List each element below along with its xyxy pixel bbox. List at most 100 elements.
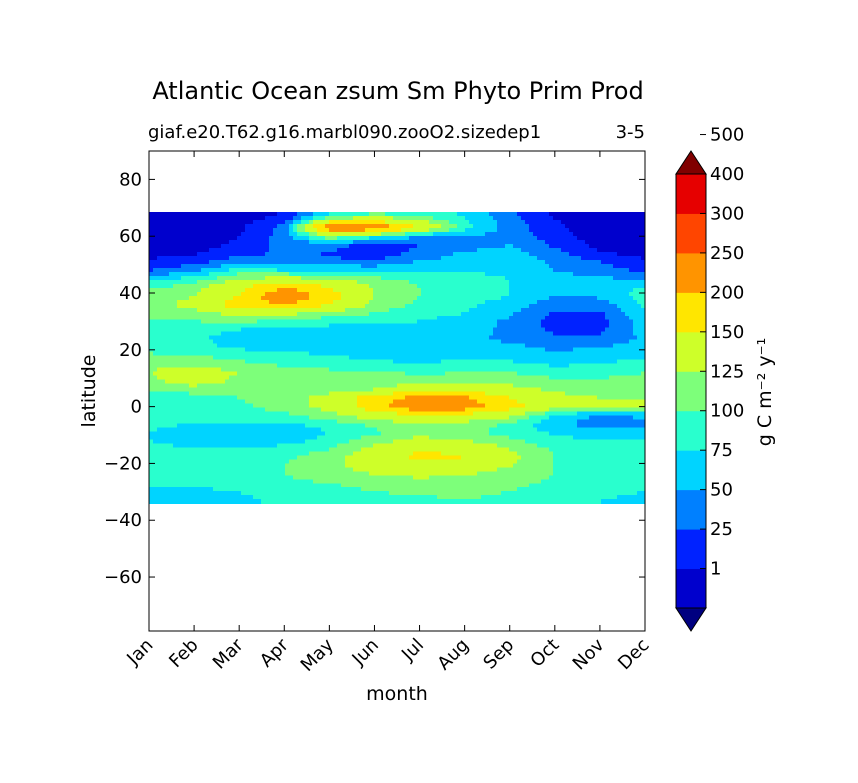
contour-cell [629,339,645,345]
contour-cell [253,283,322,289]
contour-cell [409,247,478,253]
contour-cell [309,351,645,357]
contour-cell [541,419,578,425]
contour-cell [337,411,398,417]
colorbar-tick-label: 125 [710,361,744,382]
contour-cell [417,319,498,325]
contour-cell [153,371,238,377]
contour-cell [461,455,522,460]
contour-cell [285,463,346,468]
contour-cell [221,243,270,249]
contour-cell [341,291,374,297]
contour-cell [545,347,574,353]
contour-cell [357,415,510,421]
contour-cell [369,299,414,305]
contour-cell [525,220,562,225]
contour-cell [233,295,262,301]
contour-cell [309,220,314,225]
colorbar-band [676,410,706,451]
contour-cell [345,455,410,460]
contour-cell [417,243,506,249]
contour-cell [589,415,634,421]
x-tick-label: Aug [433,635,473,675]
contour-cell [269,235,294,241]
contour-cell [545,239,586,245]
y-tick-label: −40 [104,510,142,531]
contour-cell [597,295,634,301]
contour-cell [525,403,645,409]
contour-cell [149,407,266,413]
colorbar-band [676,252,706,293]
contour-cell [197,251,266,257]
contour-cell [277,363,550,369]
contour-cell [149,291,198,297]
contour-cell [289,224,294,229]
contour-cell [261,499,602,504]
contour-cell [197,291,242,297]
chart-title: Atlantic Ocean zsum Sm Phyto Prim Prod [152,77,643,105]
contour-cell [277,287,298,293]
contour-cell [513,311,550,317]
contour-cell [337,235,370,241]
contour-cell [265,216,294,221]
contour-cell [485,403,526,409]
contour-cell [477,303,530,309]
contour-cell [293,216,302,221]
contour-cell [545,327,606,333]
contour-cell [581,255,642,261]
contour-cell [629,291,645,297]
colorbar-tick-label: 50 [710,480,733,501]
contour-cell [509,291,630,297]
contour-cell [289,411,338,417]
contour-cell [149,216,266,221]
colorbar-frame [675,173,707,609]
contour-cell [293,220,302,225]
contour-cell [405,303,478,309]
contour-cell [149,471,286,476]
contour-cell [525,411,546,417]
contour-cell [245,359,394,365]
contour-cell [313,212,330,217]
contour-cell [477,471,554,476]
contour-cell [153,351,310,357]
contour-cell [393,391,486,397]
contour-cell [501,339,630,345]
contour-cell [349,355,645,361]
contour-cell [497,224,530,229]
contour-cell [389,224,414,229]
contour-cell [149,435,318,440]
contour-cell [149,447,330,452]
contour-cell [549,311,606,317]
contour-cell [149,499,262,504]
contour-cell [465,407,510,413]
contour-cell [237,371,406,377]
colorbar-tick-label: 500 [710,125,744,146]
contour-cell [589,243,645,249]
contour-cell [353,216,394,221]
contour-cell [561,247,598,253]
contour-cell [149,351,154,357]
contour-cell [457,212,490,217]
contour-cell [329,212,370,217]
contour-cell [229,255,342,261]
contour-cell [441,359,514,365]
contour-cell [245,399,310,405]
contour-cell [245,228,274,233]
colorbar-min-extension [675,607,707,632]
contour-cell [293,235,310,241]
contour-cell [465,228,498,233]
contour-cell [577,423,645,429]
contour-cell [549,243,590,249]
contour-cell [501,295,550,301]
contour-cell [617,495,645,500]
contour-cell [493,216,522,221]
contour-cell [341,295,374,301]
colorbar-max-extension [675,150,707,175]
contour-cell [221,331,494,337]
contour-cell [225,379,645,385]
contour-cell [217,343,526,349]
x-tick-label: Jan [122,635,157,670]
contour-cell [509,435,574,440]
contour-cell [373,387,542,393]
